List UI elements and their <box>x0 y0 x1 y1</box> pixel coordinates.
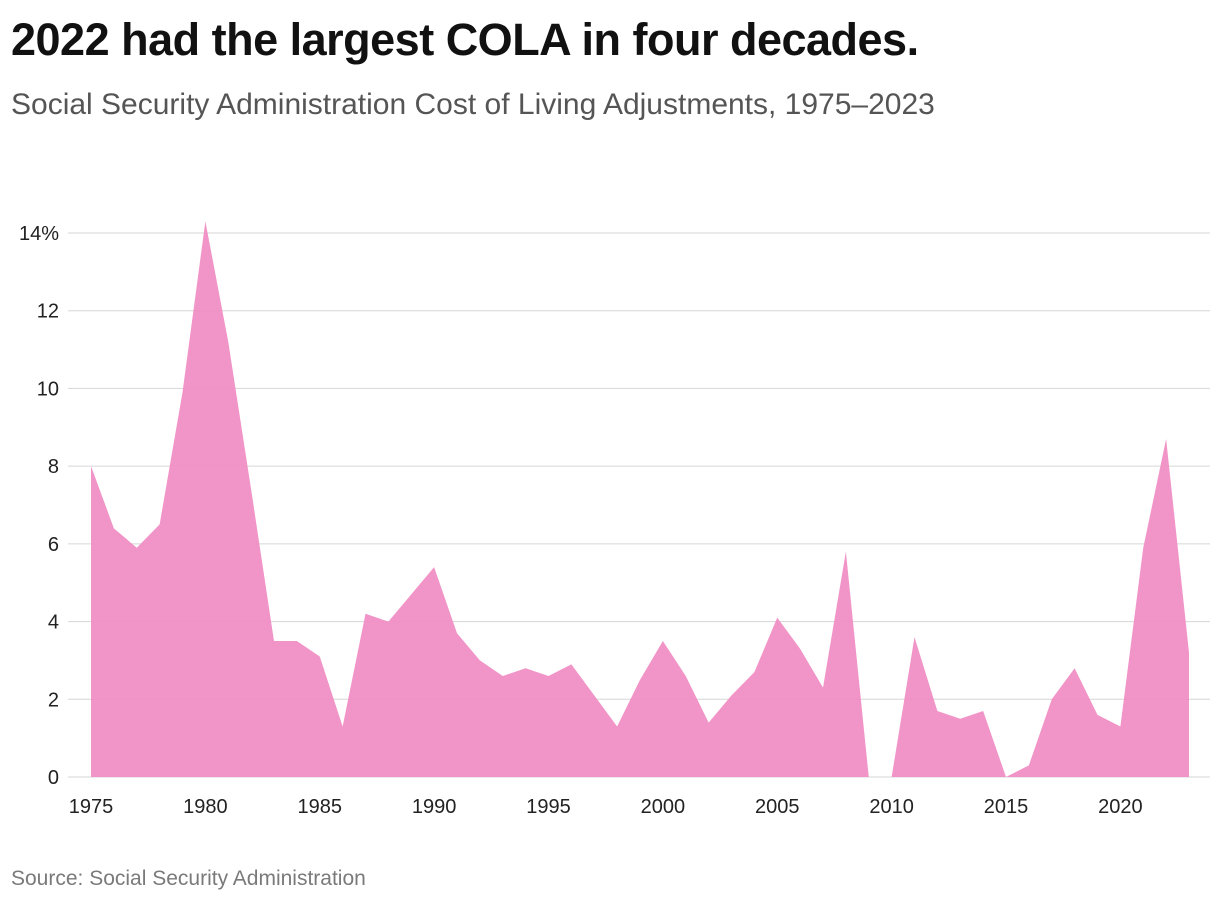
data-point-1978 <box>158 523 161 526</box>
data-point-2018 <box>1073 667 1076 670</box>
chart-subtitle: Social Security Administration Cost of L… <box>11 88 935 121</box>
data-point-2007 <box>822 686 825 689</box>
data-point-1988 <box>387 620 390 623</box>
gridlines <box>68 232 1210 778</box>
data-point-2015 <box>1005 776 1008 779</box>
cola-area <box>91 221 1189 778</box>
data-point-1987 <box>364 612 367 615</box>
data-point-1983 <box>273 640 276 643</box>
y-tick-label: 6 <box>48 534 59 556</box>
data-point-2001 <box>684 674 687 677</box>
data-point-1999 <box>639 678 642 681</box>
data-point-1985 <box>318 655 321 658</box>
data-point-2014 <box>982 709 985 712</box>
data-point-2017 <box>1050 698 1053 701</box>
data-point-1991 <box>456 632 459 635</box>
y-tick-label: 8 <box>48 456 59 478</box>
x-tick-label: 2005 <box>755 796 800 818</box>
x-tick-label: 1980 <box>183 796 228 818</box>
y-tick-label: 14% <box>19 223 59 245</box>
x-tick-label: 1990 <box>412 796 457 818</box>
data-point-2019 <box>1096 713 1099 716</box>
x-axis-ticks: 1975 1980 1985 1990 1995 2000 2005 2010 2015 2020 <box>69 796 1143 818</box>
x-tick-label: 2020 <box>1098 796 1143 818</box>
cola-area-chart: 0 2 4 6 8 10 12 14% 1975 1980 1985 1990 1995 2000 200… <box>19 220 1210 818</box>
x-tick-label: 1975 <box>69 796 114 818</box>
cola-area-series <box>90 220 1191 779</box>
data-point-1990 <box>433 566 436 569</box>
y-tick-label: 4 <box>48 612 59 634</box>
data-point-2016 <box>1027 764 1030 767</box>
data-point-2005 <box>776 616 779 619</box>
x-tick-label: 2000 <box>641 796 686 818</box>
data-point-2013 <box>959 717 962 720</box>
data-point-1996 <box>570 663 573 666</box>
data-point-2009 <box>867 776 870 779</box>
data-point-1976 <box>112 527 115 530</box>
y-tick-label: 0 <box>48 767 59 789</box>
data-point-1982 <box>250 488 253 491</box>
y-tick-label: 2 <box>48 689 59 711</box>
data-point-1989 <box>410 593 413 596</box>
data-point-2021 <box>1142 546 1145 549</box>
y-tick-label: 12 <box>37 301 59 323</box>
chart-title: 2022 had the largest COLA in four decade… <box>11 14 919 65</box>
source-note: Source: Social Security Administration <box>11 867 366 890</box>
x-tick-label: 2010 <box>869 796 914 818</box>
data-point-2011 <box>913 636 916 639</box>
data-point-1975 <box>90 465 93 468</box>
data-point-2003 <box>730 694 733 697</box>
x-tick-label: 1995 <box>526 796 571 818</box>
data-point-1994 <box>524 667 527 670</box>
data-point-1977 <box>135 546 138 549</box>
data-point-2004 <box>753 671 756 674</box>
data-point-1979 <box>181 391 184 394</box>
data-point-2010 <box>890 776 893 779</box>
data-point-1997 <box>593 694 596 697</box>
x-tick-label: 2015 <box>984 796 1029 818</box>
data-point-1986 <box>341 725 344 728</box>
data-point-2002 <box>707 721 710 724</box>
y-tick-label: 10 <box>37 378 59 400</box>
data-point-1984 <box>295 640 298 643</box>
data-point-2006 <box>799 647 802 650</box>
data-point-1981 <box>227 340 230 343</box>
data-point-2022 <box>1165 437 1168 440</box>
data-point-2008 <box>844 550 847 553</box>
y-axis-ticks: 0 2 4 6 8 10 12 14% <box>19 223 59 789</box>
data-point-1998 <box>616 725 619 728</box>
data-point-1995 <box>547 674 550 677</box>
data-point-1980 <box>204 220 207 223</box>
data-point-2012 <box>936 709 939 712</box>
data-point-1992 <box>478 659 481 662</box>
data-point-2020 <box>1119 725 1122 728</box>
data-point-1993 <box>501 674 504 677</box>
x-tick-label: 1985 <box>298 796 343 818</box>
data-point-2000 <box>661 640 664 643</box>
data-point-2023 <box>1188 651 1191 654</box>
